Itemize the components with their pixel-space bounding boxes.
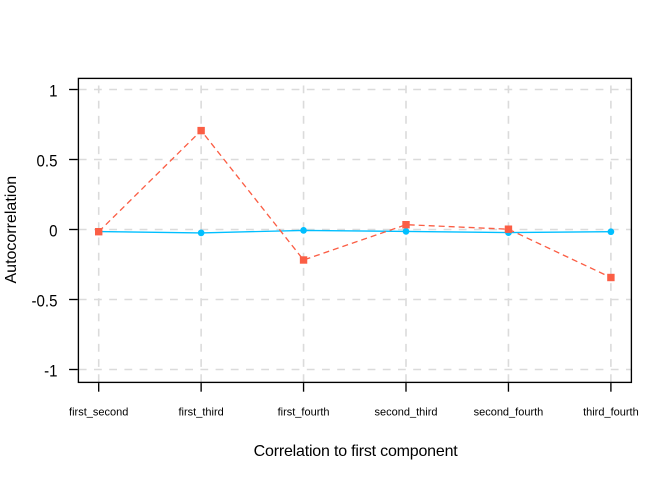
svg-text:first_third: first_third xyxy=(179,407,224,419)
svg-text:third_fourth: third_fourth xyxy=(583,407,639,419)
svg-text:second_third: second_third xyxy=(375,407,438,419)
svg-text:-1: -1 xyxy=(44,362,57,381)
svg-text:0: 0 xyxy=(49,222,57,241)
svg-text:1: 1 xyxy=(49,82,57,101)
svg-text:Correlation to first component: Correlation to first component xyxy=(254,443,459,460)
svg-text:second_fourth: second_fourth xyxy=(474,407,544,419)
svg-text:first_second: first_second xyxy=(69,407,128,419)
svg-text:Autocorrelation: Autocorrelation xyxy=(3,176,20,284)
svg-text:0.5: 0.5 xyxy=(37,152,58,171)
svg-text:first_fourth: first_fourth xyxy=(278,407,330,419)
svg-text:-0.5: -0.5 xyxy=(32,292,58,311)
